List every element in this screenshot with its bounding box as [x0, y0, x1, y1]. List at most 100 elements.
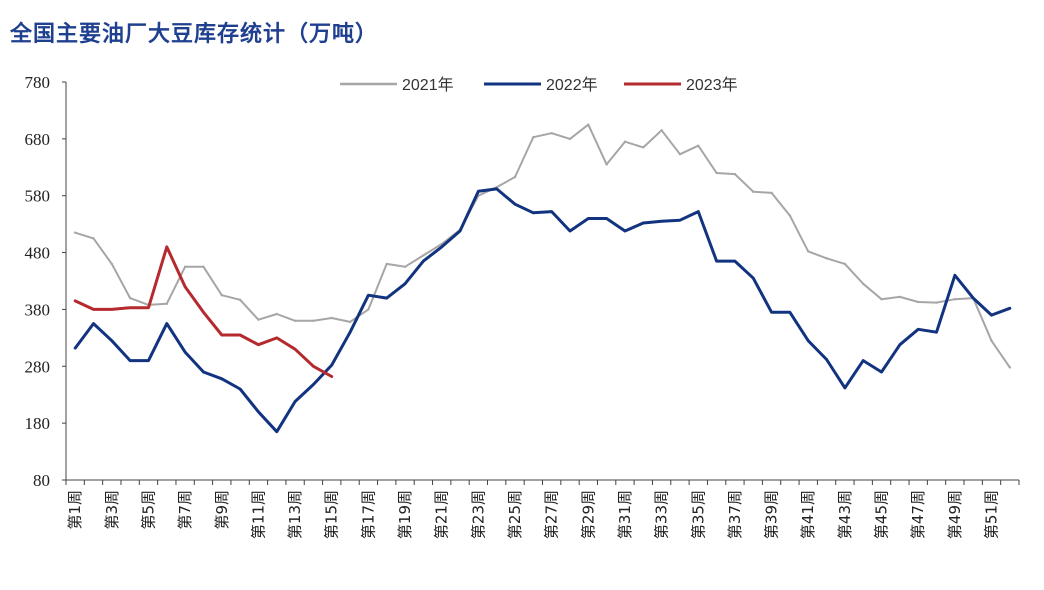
- x-tick-label: 第5周: [139, 490, 157, 530]
- x-tick-label: 第47周: [909, 490, 927, 539]
- data-point: [587, 217, 590, 220]
- data-point: [257, 343, 260, 346]
- data-point: [935, 330, 938, 334]
- data-point: [293, 348, 297, 351]
- data-point: [385, 262, 388, 266]
- x-tick-label: 第25周: [506, 490, 524, 539]
- data-point: [880, 370, 883, 374]
- data-point: [165, 302, 168, 305]
- data-point: [165, 245, 168, 249]
- data-point: [807, 250, 810, 253]
- data-point: [715, 171, 718, 175]
- data-point: [275, 312, 278, 316]
- data-point: [513, 203, 517, 206]
- data-point: [1008, 366, 1012, 369]
- x-tick-label: 第27周: [543, 490, 561, 539]
- data-point: [422, 254, 425, 257]
- series-line: [73, 187, 1012, 434]
- x-tick-label: 第13周: [286, 490, 304, 539]
- data-point: [843, 386, 847, 390]
- data-point: [220, 294, 223, 297]
- data-point: [92, 322, 95, 325]
- series-2022年: [73, 187, 1012, 434]
- data-point: [788, 311, 792, 314]
- axes: [62, 81, 1020, 485]
- x-tick-label: 第39周: [763, 490, 781, 539]
- x-tick-label: 第1周: [66, 490, 84, 530]
- data-point: [73, 231, 77, 234]
- data-point: [935, 301, 938, 304]
- x-tick-label: 第23周: [469, 490, 487, 539]
- x-tick-label: 第19周: [396, 490, 414, 539]
- data-point: [990, 339, 993, 342]
- data-point: [917, 328, 920, 331]
- data-point: [752, 190, 755, 193]
- data-point: [550, 131, 553, 135]
- x-tick-label: 第37周: [726, 490, 744, 539]
- data-point: [550, 210, 553, 213]
- data-point: [697, 144, 700, 147]
- data-point: [238, 387, 242, 391]
- data-point: [825, 358, 828, 361]
- data-point: [678, 218, 682, 222]
- data-point: [495, 187, 498, 191]
- data-point: [403, 265, 407, 268]
- data-point: [128, 306, 132, 309]
- data-point: [367, 308, 370, 311]
- series-2021年: [73, 123, 1012, 369]
- y-tick-label: 180: [25, 414, 51, 433]
- legend: 2021年 2022年 2023年: [340, 76, 738, 94]
- data-point: [220, 333, 223, 337]
- chart-title: 全国主要油厂大豆库存统计（万吨）: [10, 21, 379, 47]
- x-tick-label: 第15周: [323, 490, 341, 539]
- data-point: [293, 319, 297, 322]
- legend-label: 2022年: [546, 76, 598, 94]
- data-point: [660, 129, 663, 132]
- data-point: [220, 377, 223, 380]
- data-point: [825, 257, 828, 260]
- data-point: [880, 297, 883, 301]
- data-point: [165, 322, 168, 325]
- series-lines: [73, 123, 1012, 434]
- data-point: [843, 262, 847, 266]
- data-point: [917, 300, 920, 304]
- data-point: [807, 339, 810, 342]
- data-point: [862, 282, 865, 286]
- y-tick-label: 680: [25, 130, 51, 149]
- x-tick-label: 第11周: [249, 490, 267, 539]
- data-point: [348, 330, 352, 334]
- data-point: [128, 359, 132, 362]
- data-point: [715, 259, 718, 263]
- data-point: [147, 306, 150, 309]
- data-point: [330, 316, 333, 320]
- y-tick-label: 380: [25, 300, 51, 319]
- data-point: [312, 383, 315, 386]
- x-tick-label: 第51周: [983, 490, 1001, 539]
- x-tick-label: 第35周: [689, 490, 707, 539]
- data-point: [770, 311, 773, 314]
- data-point: [623, 140, 627, 143]
- data-point: [92, 308, 95, 311]
- data-point: [862, 359, 865, 362]
- data-point: [293, 400, 297, 403]
- data-point: [697, 210, 700, 213]
- y-tick-labels: 80 180 280 380 480 580 680 780: [25, 73, 51, 490]
- data-point: [202, 311, 205, 314]
- legend-item: 2021年: [340, 76, 454, 94]
- data-point: [770, 191, 773, 195]
- legend-label: 2021年: [402, 76, 454, 94]
- data-point: [110, 339, 114, 342]
- x-tick-labels: 第1周 第3周 第5周 第7周 第9周 第11周 第13周 第15周 第17周 第19周 第21周第…: [66, 490, 1000, 539]
- x-tick-label: 第3周: [103, 490, 121, 530]
- data-point: [385, 296, 388, 300]
- data-point: [788, 214, 792, 217]
- data-point: [752, 276, 755, 280]
- series-line: [74, 123, 1011, 369]
- data-point: [312, 365, 315, 368]
- data-point: [73, 346, 77, 350]
- data-point: [733, 259, 737, 263]
- x-tick-label: 第33周: [653, 490, 671, 539]
- data-point: [678, 153, 682, 156]
- data-point: [605, 217, 608, 220]
